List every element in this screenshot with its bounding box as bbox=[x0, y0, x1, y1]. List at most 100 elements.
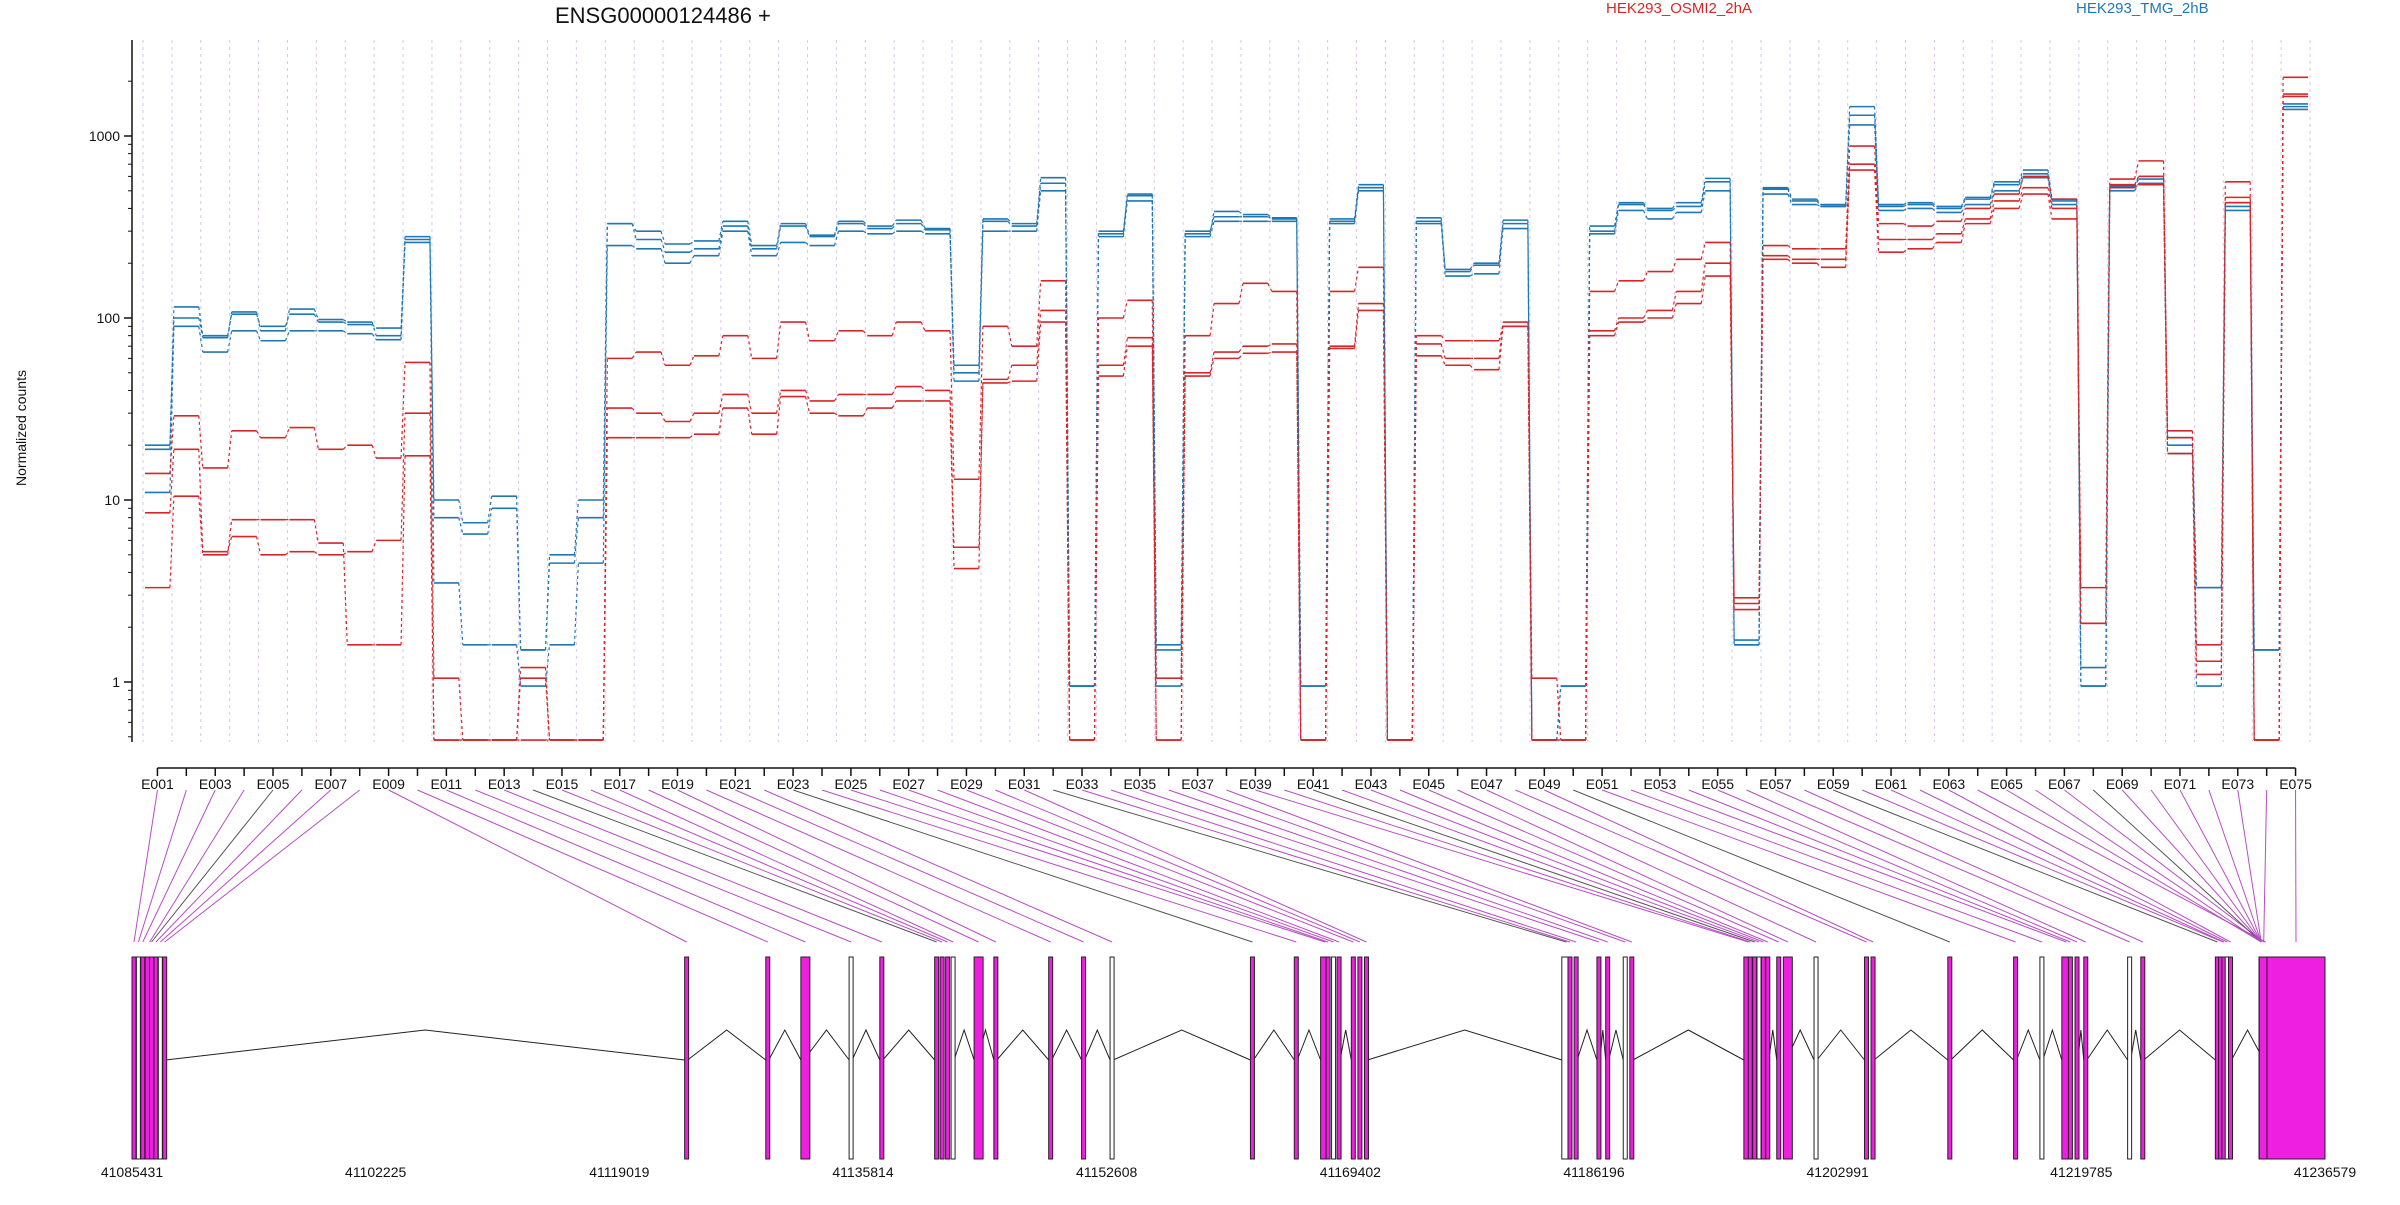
intron bbox=[1633, 1030, 1744, 1060]
x-tick-label: E061 bbox=[1875, 776, 1908, 792]
exon-connector bbox=[966, 790, 1353, 942]
x-tick-label: E039 bbox=[1239, 776, 1272, 792]
intron bbox=[1609, 1030, 1624, 1060]
exon-box bbox=[1630, 957, 1634, 1159]
x-tick-label: E019 bbox=[661, 776, 694, 792]
gene-model bbox=[132, 957, 2325, 1159]
exon-box bbox=[1574, 957, 1578, 1159]
intron bbox=[1577, 1030, 1597, 1060]
exon-box bbox=[2267, 957, 2325, 1159]
exon-connector bbox=[995, 790, 1360, 942]
exon-box bbox=[2084, 957, 2088, 1159]
series-2 bbox=[145, 109, 2308, 740]
exon-connector bbox=[1544, 790, 1873, 942]
exon-box bbox=[1049, 957, 1053, 1159]
exon-connector bbox=[1053, 790, 1566, 942]
exon-box bbox=[2141, 957, 2145, 1159]
series-connector bbox=[1008, 381, 1012, 383]
exon-connector bbox=[2209, 790, 2261, 942]
legend-label-tmg: HEK293_TMG_2hB bbox=[2076, 0, 2209, 17]
exon-box bbox=[154, 957, 158, 1159]
chart-title: ENSG00000124486 + bbox=[555, 3, 771, 28]
series-connector bbox=[892, 322, 896, 336]
exon-box bbox=[1606, 957, 1610, 1159]
exon-box bbox=[1623, 957, 1627, 1159]
intron bbox=[1874, 1030, 1948, 1060]
exon-box bbox=[1597, 957, 1601, 1159]
series-connector bbox=[748, 336, 752, 359]
x-tick-label: E059 bbox=[1817, 776, 1850, 792]
x-tick-label: E017 bbox=[603, 776, 636, 792]
exon-connector bbox=[150, 790, 244, 942]
series-connector bbox=[921, 387, 925, 391]
exon-box bbox=[951, 957, 955, 1159]
intron bbox=[2017, 1030, 2040, 1060]
series-connector bbox=[632, 246, 636, 249]
series-connector bbox=[834, 224, 838, 237]
exon-connector bbox=[793, 790, 1252, 942]
exon-connector bbox=[1949, 790, 2231, 942]
x-tick-label: E015 bbox=[546, 776, 579, 792]
series-connector bbox=[1932, 205, 1936, 209]
intron bbox=[1340, 1030, 1351, 1060]
exon-box bbox=[766, 957, 770, 1159]
x-tick-label: E025 bbox=[835, 776, 868, 792]
exon-box bbox=[1332, 957, 1336, 1159]
exon-connector bbox=[165, 790, 360, 942]
exon-connector bbox=[2036, 790, 2262, 942]
exon-connector bbox=[1891, 790, 2224, 942]
series-connector bbox=[1470, 274, 1474, 276]
series-4 bbox=[145, 94, 2308, 740]
exon-box bbox=[935, 957, 939, 1159]
x-tick-label: E051 bbox=[1586, 776, 1619, 792]
x-tick-label: E069 bbox=[2106, 776, 2139, 792]
exon-connector bbox=[160, 790, 330, 942]
exon-connector bbox=[1660, 790, 2066, 942]
exon-connector bbox=[1631, 790, 2042, 942]
series-connector bbox=[1788, 246, 1792, 249]
x-tick-label: E073 bbox=[2221, 776, 2254, 792]
exon-box bbox=[994, 957, 998, 1159]
coordinate-label: 41169402 bbox=[1320, 1164, 1381, 1180]
series-connector bbox=[2135, 161, 2139, 179]
series-connector bbox=[719, 336, 723, 356]
exon-box bbox=[158, 957, 162, 1159]
exon-connector bbox=[1140, 790, 1599, 942]
exon-box bbox=[974, 957, 983, 1159]
x-tick-label: E049 bbox=[1528, 776, 1561, 792]
exon-box bbox=[849, 957, 853, 1159]
series-3 bbox=[145, 77, 2308, 740]
exon-connector bbox=[1487, 790, 1816, 942]
exon-box bbox=[2014, 957, 2018, 1159]
exon-connector bbox=[909, 790, 1334, 942]
x-tick-label: E045 bbox=[1412, 776, 1445, 792]
intron bbox=[1297, 1030, 1320, 1060]
exon-connector bbox=[1920, 790, 2227, 942]
exon-box bbox=[1864, 957, 1868, 1159]
exon-box bbox=[1337, 957, 1341, 1159]
exon-connector bbox=[152, 790, 273, 942]
exon-connector bbox=[1833, 790, 2217, 942]
x-tick-label: E057 bbox=[1759, 776, 1792, 792]
x-tick-label: E005 bbox=[257, 776, 290, 792]
x-tick-label: E027 bbox=[892, 776, 925, 792]
intron bbox=[2087, 1030, 2128, 1060]
coordinate-label: 41085431 bbox=[101, 1164, 164, 1180]
exon-connector bbox=[2064, 790, 2263, 942]
intron bbox=[1052, 1030, 1082, 1060]
x-tick-label: E021 bbox=[719, 776, 752, 792]
vertical-grid bbox=[143, 40, 2310, 742]
series-connector bbox=[777, 397, 781, 435]
exon-connector bbox=[1082, 790, 1570, 942]
y-tick-label: 1000 bbox=[89, 128, 120, 144]
exon-box bbox=[2040, 957, 2044, 1159]
exon-box bbox=[1871, 957, 1875, 1159]
series-connector bbox=[1210, 358, 1214, 376]
exon-connector bbox=[504, 790, 882, 942]
x-tick-label: E033 bbox=[1066, 776, 1099, 792]
series-connector bbox=[459, 678, 463, 740]
